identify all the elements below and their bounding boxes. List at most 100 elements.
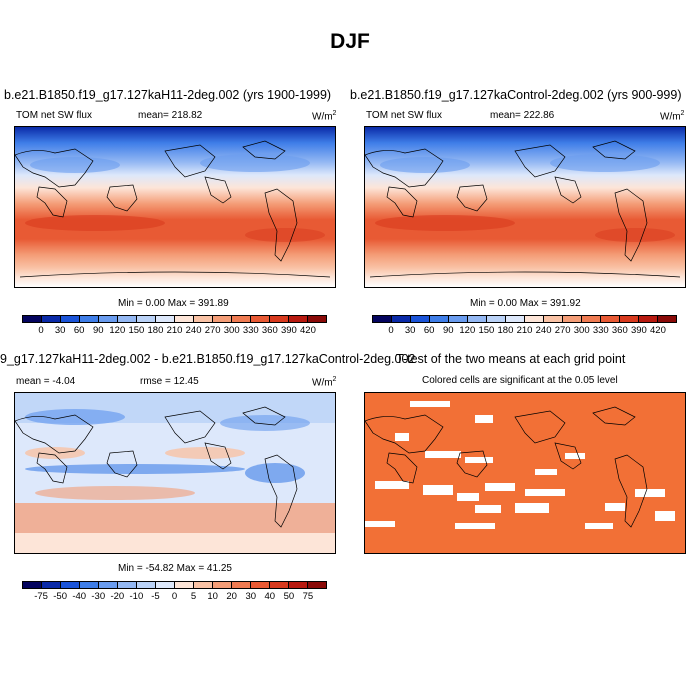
- panel1-colorbar: [22, 315, 327, 323]
- panel1-colorbar-label: 360: [261, 325, 278, 336]
- panel3-colorbar-label: -50: [53, 591, 67, 602]
- panel4-map: [364, 392, 686, 554]
- panel3-rmse-label: rmse = 12.45: [140, 376, 199, 387]
- panel1-colorbar-swatch: [23, 316, 42, 322]
- panel2-colorbar-label: 60: [423, 325, 435, 336]
- panel4-subtitle: Colored cells are significant at the 0.0…: [422, 375, 618, 386]
- panel1-colorbar-label: 120: [109, 325, 126, 336]
- panel3-colorbar-label: 50: [283, 591, 295, 602]
- panel2-colorbar-swatch: [544, 316, 563, 322]
- panel1-colorbar-swatch: [308, 316, 326, 322]
- panel4-field: [365, 393, 685, 553]
- panel1-colorbar-label: 60: [73, 325, 85, 336]
- panel1-left-label: TOM net SW flux: [16, 110, 92, 121]
- panel2-units: W/m2: [660, 110, 685, 123]
- panel2-colorbar-swatch: [487, 316, 506, 322]
- panel2-colorbar-label: 120: [459, 325, 476, 336]
- panel1-colorbar-swatch: [137, 316, 156, 322]
- panel3-units: W/m2: [312, 376, 337, 389]
- panel3-colorbar-label: -5: [151, 591, 160, 602]
- panel2-colorbar-label: 270: [554, 325, 571, 336]
- panel2-colorbar-swatch: [468, 316, 487, 322]
- panel3-colorbar-swatch: [289, 582, 308, 588]
- panel1-colorbar-label: 420: [300, 325, 316, 336]
- panel3-colorbar-labels: -75 -50 -40 -30 -20 -10 -5 0 5 10 20 30 40 50 75: [22, 591, 327, 603]
- panel1-colorbar-swatch: [156, 316, 175, 322]
- panel3-colorbar-label: 40: [264, 591, 276, 602]
- panel3-colorbar-label: -20: [110, 591, 125, 602]
- panel4-title: T-test of the two means at each grid poi…: [396, 352, 626, 366]
- panel1-mean-label: mean= 218.82: [138, 110, 203, 121]
- panel2-colorbar-swatch: [373, 316, 392, 322]
- panel1-colorbar-swatch: [118, 316, 137, 322]
- panel1-colorbar-swatch: [80, 316, 99, 322]
- panel3-colorbar-swatch: [270, 582, 289, 588]
- panel1-colorbar-label: 0: [38, 325, 44, 336]
- panel2-minmax: Min = 0.00 Max = 391.92: [470, 298, 581, 309]
- panel2-colorbar-label: 210: [516, 325, 533, 336]
- panel2-colorbar-label: 240: [535, 325, 552, 336]
- panel1-field: [15, 127, 335, 287]
- panel3-colorbar-swatch: [42, 582, 61, 588]
- panel2-colorbar-swatch: [392, 316, 411, 322]
- panel3-field: [15, 393, 335, 553]
- panel2-colorbar-swatch: [525, 316, 544, 322]
- panel3-colorbar-swatch: [80, 582, 99, 588]
- panel1-map: [14, 126, 336, 288]
- panel3-colorbar-swatch: [232, 582, 251, 588]
- panel1-colorbar-swatch: [270, 316, 289, 322]
- panel2-colorbar-swatch: [601, 316, 620, 322]
- panel1-colorbar-swatch: [194, 316, 213, 322]
- panel2-colorbar-swatch: [411, 316, 430, 322]
- panel1-colorbar-swatch: [232, 316, 251, 322]
- panel2-colorbar-label: 360: [611, 325, 628, 336]
- panel1-colorbar-label: 240: [185, 325, 202, 336]
- panel1-colorbar-label: 270: [204, 325, 221, 336]
- panel2-colorbar: [372, 315, 677, 323]
- panel2-title: b.e21.B1850.f19_g17.127kaControl-2deg.00…: [350, 88, 682, 102]
- panel1-title: b.e21.B1850.f19_g17.127kaH11-2deg.002 (y…: [4, 88, 332, 102]
- panel3-colorbar-label: 5: [190, 591, 197, 602]
- panel3-colorbar-swatch: [194, 582, 213, 588]
- panel1-colorbar-swatch: [42, 316, 61, 322]
- panel3-colorbar-label: 20: [226, 591, 237, 602]
- panel2-colorbar-swatch: [582, 316, 601, 322]
- panel3-colorbar-label: -75: [34, 591, 48, 602]
- panel2-colorbar-label: 180: [497, 325, 514, 336]
- non-significant-cells: [365, 401, 675, 529]
- panel2-left-label: TOM net SW flux: [366, 110, 442, 121]
- panel2-colorbar-labels: 0 30 60 90 120 150 180 210 240 270 300 330 360 390 420: [372, 325, 677, 337]
- panel3-map: [14, 392, 336, 554]
- panel1-colorbar-swatch: [251, 316, 270, 322]
- panel2-map: [364, 126, 686, 288]
- panel1-colorbar-swatch: [175, 316, 194, 322]
- panel2-colorbar-label: 30: [404, 325, 416, 336]
- panel1-colorbar-label: 150: [128, 325, 145, 336]
- panel2-colorbar-swatch: [658, 316, 676, 322]
- panel3-colorbar-swatch: [251, 582, 270, 588]
- figure-title: DJF: [330, 30, 370, 53]
- panel1-colorbar-labels: 0 30 60 90 120 150 180 210 240 270 300 330 360 390 420: [22, 325, 327, 337]
- panel1-colorbar-label: 90: [92, 325, 104, 336]
- panel1-units: W/m2: [312, 110, 337, 123]
- panel3-colorbar-swatch: [118, 582, 137, 588]
- panel3-colorbar-swatch: [308, 582, 326, 588]
- panel3-colorbar-swatch: [156, 582, 175, 588]
- panel3-colorbar-label: 0: [171, 591, 178, 602]
- panel2-mean-label: mean= 222.86: [490, 110, 555, 121]
- panel1-colorbar-label: 330: [242, 325, 259, 336]
- panel1-colorbar-swatch: [61, 316, 80, 322]
- panel3-colorbar-label: 30: [245, 591, 257, 602]
- panel3-colorbar-label: 75: [302, 591, 314, 602]
- panel3-colorbar-label: -10: [129, 591, 144, 602]
- panel1-colorbar-label: 390: [280, 325, 297, 336]
- panel1-colorbar-label: 300: [223, 325, 240, 336]
- panel3-colorbar: [22, 581, 327, 589]
- panel2-colorbar-label: 390: [630, 325, 647, 336]
- panel3-colorbar-label: 10: [207, 591, 218, 602]
- panel2-colorbar-label: 0: [388, 325, 394, 336]
- panel2-colorbar-label: 90: [442, 325, 454, 336]
- panel2-colorbar-label: 330: [592, 325, 609, 336]
- panel3-title: 9_g17.127kaH11-2deg.002 - b.e21.B1850.f1…: [0, 352, 416, 366]
- panel2-colorbar-label: 300: [573, 325, 590, 336]
